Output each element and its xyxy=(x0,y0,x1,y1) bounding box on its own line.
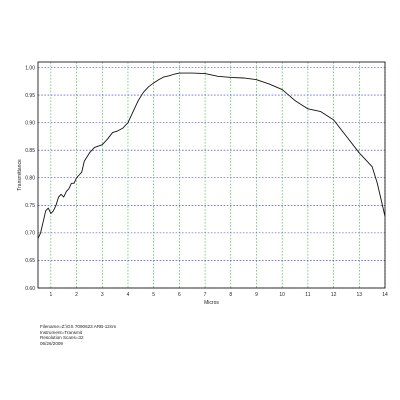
info-date: 06/26/2009 xyxy=(40,340,63,346)
series-layer xyxy=(37,72,386,239)
x-tick-label: 12 xyxy=(331,292,337,298)
y-tick-label: 0.75 xyxy=(25,203,35,209)
info-instrument: Instrument=Transmit xyxy=(40,329,83,335)
y-tick-label: 0.95 xyxy=(25,93,35,99)
x-tick-label: 8 xyxy=(229,292,232,298)
y-tick-label: 0.65 xyxy=(25,258,35,264)
x-tick-label: 3 xyxy=(101,292,104,298)
y-tick-label: 0.85 xyxy=(25,148,35,154)
x-tick-label: 14 xyxy=(382,292,388,298)
x-axis-title: Micros xyxy=(204,300,219,306)
y-tick-label: 1.00 xyxy=(25,65,35,71)
x-tick-label: 2 xyxy=(75,292,78,298)
x-tick-label: 4 xyxy=(127,292,130,298)
grid-lines xyxy=(38,62,386,289)
x-tick-label: 9 xyxy=(255,292,258,298)
x-tick-label: 1 xyxy=(49,292,52,298)
y-tick-label: 0.90 xyxy=(25,120,35,126)
x-tick-label: 7 xyxy=(204,292,207,298)
file-info-block: Filename=Z:\GS 7090623 ARB-12nm Instrume… xyxy=(40,324,116,346)
x-tick-label: 13 xyxy=(357,292,363,298)
x-tick-label: 11 xyxy=(305,292,310,298)
y-tick-label: 0.70 xyxy=(25,231,35,237)
series-line xyxy=(37,72,386,239)
y-axis-title: Transmittance xyxy=(17,159,23,191)
y-tick-label: 0.80 xyxy=(25,176,35,182)
y-tick-label: 0.60 xyxy=(25,286,35,292)
axis-ticks: 1 2 3 4 5 6 7 8 9 10 11 12 13 140.600.650.700.750.800… xyxy=(25,65,388,298)
x-tick-label: 10 xyxy=(279,292,285,298)
info-resolution-scans: Resolution Scans=32 xyxy=(40,335,84,341)
plot-frame xyxy=(37,61,386,289)
x-tick-label: 6 xyxy=(178,292,181,298)
x-tick-label: 5 xyxy=(152,292,155,298)
info-filename: Filename=Z:\GS 7090623 ARB-12nm xyxy=(40,324,117,329)
